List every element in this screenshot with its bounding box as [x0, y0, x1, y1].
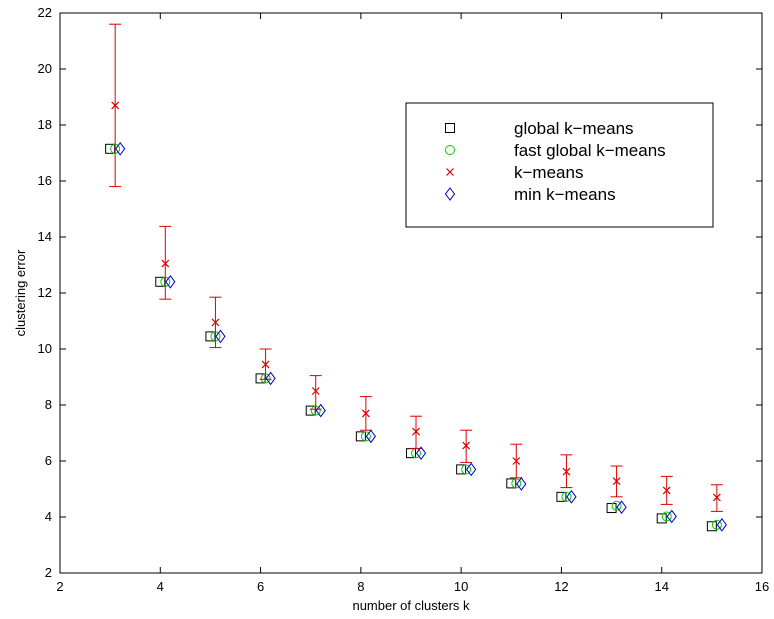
data-point [105, 143, 116, 154]
data-point [466, 462, 477, 477]
data-point [215, 329, 226, 344]
series-4 [115, 141, 728, 532]
y-axis-label: clustering error [13, 249, 28, 336]
legend-marker [444, 187, 456, 201]
data-point [666, 509, 677, 524]
data-point [355, 431, 366, 442]
data-point [461, 464, 472, 475]
legend-marker [445, 145, 455, 155]
data-point [155, 276, 166, 287]
y-tick-label: 22 [38, 5, 52, 20]
x-tick-label: 2 [56, 579, 63, 594]
data-point [456, 464, 467, 475]
legend-label: min k−means [514, 185, 616, 204]
y-tick-label: 20 [38, 61, 52, 76]
data-point [612, 477, 621, 486]
data-marks [105, 23, 728, 532]
x-axis-label: number of clusters k [352, 598, 470, 613]
legend-label: k−means [514, 163, 583, 182]
x-tick-label: 8 [357, 579, 364, 594]
legend-marker [445, 123, 455, 133]
data-point [512, 457, 521, 465]
legend-label: global k−means [514, 119, 634, 138]
data-point [255, 373, 266, 384]
data-point [566, 490, 577, 504]
x-tick-label: 12 [554, 579, 568, 594]
data-point [706, 521, 717, 532]
data-point [516, 477, 527, 491]
y-tick-label: 18 [38, 117, 52, 132]
data-point [311, 387, 320, 395]
y-tick-label: 4 [45, 509, 52, 524]
x-tick-label: 6 [257, 579, 264, 594]
data-point [211, 318, 220, 327]
data-point [711, 519, 722, 530]
axis-ticks: 2 4 6 8 10 12 14 16 2 4 6 8 10 12 14 16 18 20 22 [38, 5, 770, 594]
data-point [511, 478, 522, 489]
series-3 [109, 23, 723, 512]
y-tick-label: 12 [38, 285, 52, 300]
data-point [115, 141, 126, 156]
data-point [205, 331, 216, 342]
data-point [315, 403, 326, 418]
data-point [305, 405, 316, 416]
data-point [662, 486, 671, 495]
x-tick-label: 10 [454, 579, 468, 594]
data-point [562, 467, 571, 476]
data-point [111, 101, 120, 110]
legend-box [405, 102, 714, 228]
data-point [616, 500, 627, 515]
data-point [561, 491, 572, 502]
data-point [361, 409, 370, 418]
data-point [365, 429, 377, 444]
data-point [360, 431, 371, 442]
x-tick-label: 16 [755, 579, 769, 594]
data-point [165, 274, 176, 289]
data-point [412, 427, 420, 436]
legend-label: fast global k−means [514, 141, 666, 160]
y-tick-label: 14 [38, 229, 52, 244]
data-point [506, 478, 517, 489]
data-point [261, 360, 270, 369]
data-point [712, 493, 721, 502]
data-point [556, 491, 567, 502]
data-point [716, 518, 728, 532]
y-tick-label: 6 [45, 453, 52, 468]
data-point [611, 500, 622, 511]
data-point [415, 446, 427, 460]
data-point [406, 448, 416, 459]
y-tick-label: 10 [38, 341, 52, 356]
y-tick-label: 2 [45, 565, 52, 580]
data-point [161, 259, 170, 268]
legend-marker [446, 168, 454, 176]
data-point [265, 371, 276, 386]
series-1 [105, 143, 717, 532]
x-tick-label: 4 [157, 579, 164, 594]
y-tick-label: 8 [45, 397, 52, 412]
legend: global k−means fast global k−means k−means… [405, 102, 714, 228]
y-tick-label: 16 [38, 173, 52, 188]
data-point [656, 513, 667, 524]
data-point [606, 503, 617, 514]
data-point [462, 441, 471, 450]
data-point [661, 511, 672, 522]
x-tick-label: 14 [654, 579, 668, 594]
